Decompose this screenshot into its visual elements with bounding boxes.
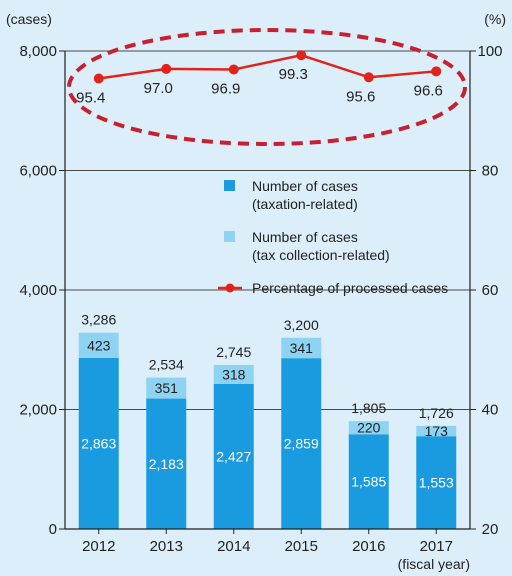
legend-label: (taxation-related) xyxy=(252,196,358,212)
bar-value-label: 2,183 xyxy=(149,456,184,472)
left-tick-label: 0 xyxy=(49,521,57,538)
right-tick-label: 20 xyxy=(482,521,499,538)
left-tick-label: 4,000 xyxy=(19,282,57,299)
percentage-label: 95.4 xyxy=(76,89,105,106)
left-tick-label: 2,000 xyxy=(19,402,57,419)
percentage-point xyxy=(93,73,104,84)
total-label: 2,534 xyxy=(149,357,184,373)
bar-value-label: 318 xyxy=(222,366,246,382)
bar-collection-2014 xyxy=(213,364,254,384)
bar-value-label: 2,427 xyxy=(216,448,251,464)
left-axis-unit: (cases) xyxy=(6,11,52,27)
bar-value-label: 220 xyxy=(357,420,381,436)
right-axis-unit: (%) xyxy=(484,11,506,27)
bar-collection-2012 xyxy=(78,332,119,358)
x-axis-label: (fiscal year) xyxy=(398,556,470,572)
legend-label: Number of cases xyxy=(252,178,358,194)
bar-collection-2015 xyxy=(281,337,322,359)
bar-taxation-2016 xyxy=(348,434,389,529)
bar-taxation-2015 xyxy=(281,358,322,529)
legend-swatch xyxy=(224,180,235,191)
bar-collection-2013 xyxy=(146,377,187,399)
right-tick-label: 100 xyxy=(477,43,502,60)
total-label: 3,286 xyxy=(81,312,116,328)
bar-value-label: 2,863 xyxy=(81,435,116,451)
bar-taxation-2017 xyxy=(416,436,457,529)
percentage-label: 97.0 xyxy=(144,80,173,97)
right-tick-label: 40 xyxy=(482,402,499,419)
bar-value-label: 351 xyxy=(155,380,179,396)
x-tick-label: 2015 xyxy=(285,538,318,555)
bar-value-label: 341 xyxy=(290,340,314,356)
left-tick-label: 6,000 xyxy=(19,163,57,180)
percentage-point xyxy=(228,64,239,75)
percentage-point xyxy=(296,50,307,61)
bar-value-label: 423 xyxy=(87,337,111,353)
axes: 0 2,000 4,000 6,000 8,000 20 40 60 80 100 2012 2013… xyxy=(19,43,502,555)
bar-value-label: 173 xyxy=(425,423,449,439)
percentage-label: 99.3 xyxy=(279,66,308,83)
x-tick-label: 2016 xyxy=(352,538,385,555)
total-label: 2,745 xyxy=(216,344,251,360)
percentage-label: 96.6 xyxy=(414,82,443,99)
x-tick-label: 2017 xyxy=(420,538,453,555)
legend: Number of cases (taxation-related) Number … xyxy=(218,178,448,296)
percentage-line xyxy=(98,53,437,80)
bar-collection-2016 xyxy=(348,421,389,435)
percentage-label: 95.6 xyxy=(346,88,375,105)
highlight-ellipse xyxy=(67,28,467,146)
data-labels: 2,863 423 3,286 2,183 351 2,534 2,427 318 2,745 2… xyxy=(76,66,454,490)
x-tick-label: 2012 xyxy=(82,538,115,555)
x-tick-label: 2014 xyxy=(217,538,250,555)
legend-label: Percentage of processed cases xyxy=(252,280,448,296)
percentage-label: 96.9 xyxy=(211,81,240,98)
bar-taxation-2014 xyxy=(213,383,254,529)
grid xyxy=(65,50,470,410)
right-tick-label: 80 xyxy=(482,163,499,180)
percentage-point xyxy=(363,72,374,83)
right-tick-label: 60 xyxy=(482,282,499,299)
bar-taxation-2013 xyxy=(146,398,187,529)
legend-point-marker xyxy=(225,283,235,293)
legend-label: (tax collection-related) xyxy=(252,247,390,263)
percentage-point xyxy=(431,66,442,77)
bar-value-label: 1,553 xyxy=(419,475,454,491)
total-label: 1,805 xyxy=(351,400,386,416)
line-series xyxy=(93,50,442,84)
bar-value-label: 1,585 xyxy=(351,474,386,490)
bar-value-label: 2,859 xyxy=(284,436,319,452)
legend-swatch xyxy=(224,231,235,242)
x-tick-label: 2013 xyxy=(150,538,183,555)
bar-collection-2017 xyxy=(416,425,457,437)
total-label: 3,200 xyxy=(284,317,319,333)
total-label: 1,726 xyxy=(419,405,454,421)
legend-label: Number of cases xyxy=(252,229,358,245)
bars xyxy=(78,332,457,529)
left-tick-label: 8,000 xyxy=(19,43,57,60)
percentage-point xyxy=(161,63,172,74)
bar-taxation-2012 xyxy=(78,357,119,529)
